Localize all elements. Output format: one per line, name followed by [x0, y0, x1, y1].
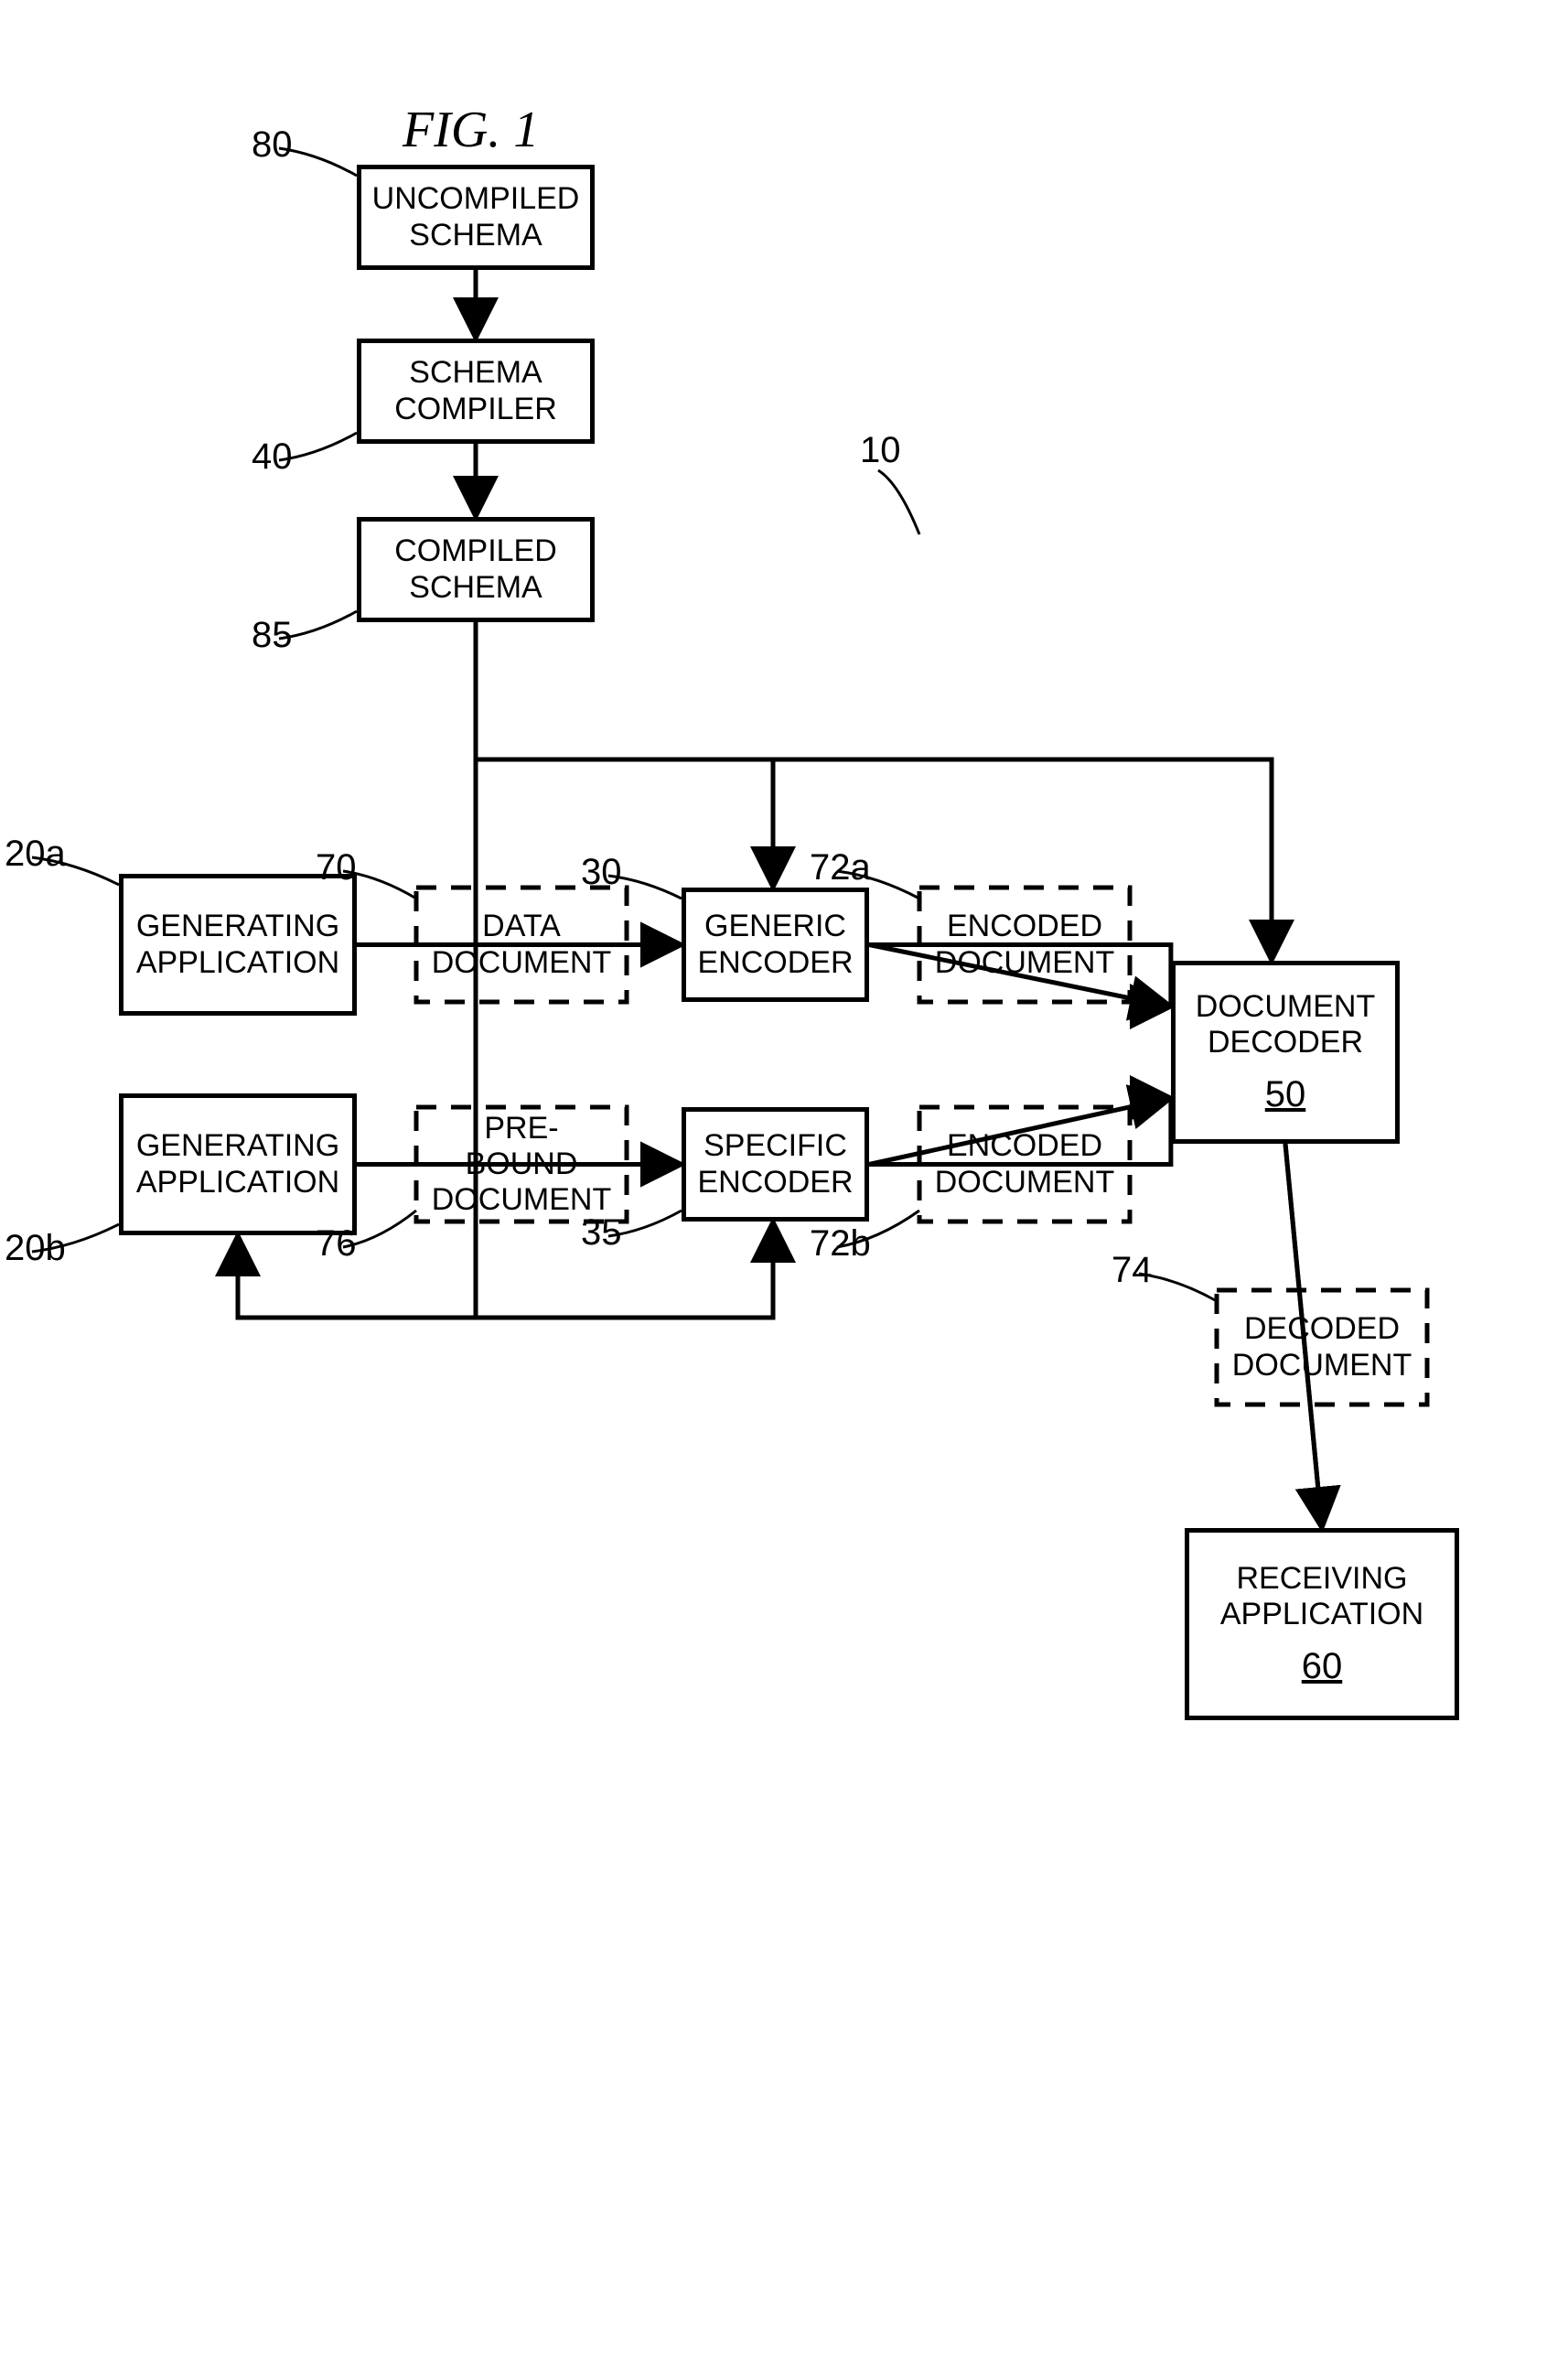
- ref-label: 35: [581, 1212, 622, 1254]
- box-encoded-a: ENCODEDDOCUMENT: [919, 888, 1130, 1002]
- box-text: DOCUMENT: [1232, 1348, 1412, 1383]
- box-text: DOCUMENT: [432, 945, 611, 981]
- box-text: SCHEMA: [409, 218, 542, 253]
- box-text: DATA: [482, 909, 561, 944]
- box-compiled-schema: COMPILEDSCHEMA: [357, 517, 595, 622]
- ref-label: 80: [252, 124, 293, 166]
- ref-label: 72a: [810, 847, 871, 888]
- box-text: SCHEMA: [409, 355, 542, 391]
- box-text: GENERATING: [136, 1128, 339, 1164]
- box-text: PRE-BOUND: [428, 1111, 615, 1182]
- box-generic-enc: GENERICENCODER: [682, 888, 869, 1002]
- box-schema-compiler: SCHEMACOMPILER: [357, 339, 595, 444]
- box-data-doc: DATADOCUMENT: [416, 888, 627, 1002]
- box-uncompiled-schema: UNCOMPILEDSCHEMA: [357, 165, 595, 270]
- figure-canvas: FIG. 1 10 UNCOMPILEDSCHEMASCHEMACOMPILER…: [0, 0, 1568, 2379]
- figure-title: FIG. 1: [403, 101, 539, 159]
- box-encoded-b: ENCODEDDOCUMENT: [919, 1107, 1130, 1222]
- box-text: SCHEMA: [409, 570, 542, 606]
- box-text: DECODED: [1244, 1311, 1400, 1347]
- box-decoder: DOCUMENTDECODER 50: [1171, 961, 1400, 1144]
- box-decoded-doc: DECODEDDOCUMENT: [1217, 1290, 1427, 1405]
- box-gen-app-a: GENERATINGAPPLICATION: [119, 874, 357, 1016]
- ref-label: 30: [581, 852, 622, 893]
- ref-label: 76: [316, 1223, 357, 1265]
- box-text: DOCUMENT: [935, 1165, 1114, 1200]
- box-ref: 50: [1265, 1073, 1306, 1115]
- box-prebound-doc: PRE-BOUNDDOCUMENT: [416, 1107, 627, 1222]
- box-text: COMPILED: [394, 533, 557, 569]
- box-specific-enc: SPECIFICENCODER: [682, 1107, 869, 1222]
- box-text: ENCODER: [697, 945, 853, 981]
- box-text: COMPILER: [394, 392, 557, 427]
- box-receiving-app: RECEIVINGAPPLICATION 60: [1185, 1528, 1459, 1720]
- ref-label: 20b: [5, 1228, 66, 1269]
- box-text: ENCODED: [947, 909, 1102, 944]
- box-text: GENERATING: [136, 909, 339, 944]
- box-text: DOCUMENT: [1196, 989, 1375, 1025]
- box-gen-app-b: GENERATINGAPPLICATION: [119, 1093, 357, 1235]
- ref-label: 74: [1112, 1250, 1153, 1291]
- ref-label: 20a: [5, 834, 66, 875]
- ref-label: 85: [252, 615, 293, 656]
- box-text: ENCODER: [697, 1165, 853, 1200]
- box-text: ENCODED: [947, 1128, 1102, 1164]
- system-ref-label: 10: [860, 430, 901, 471]
- box-text: APPLICATION: [136, 1165, 339, 1200]
- box-text: RECEIVING: [1236, 1561, 1407, 1597]
- box-text: DOCUMENT: [935, 945, 1114, 981]
- box-text: APPLICATION: [1220, 1597, 1423, 1632]
- box-text: UNCOMPILED: [372, 181, 580, 217]
- box-ref: 60: [1302, 1645, 1343, 1687]
- ref-label: 72b: [810, 1223, 871, 1265]
- box-text: DECODER: [1208, 1025, 1363, 1060]
- ref-label: 70: [316, 847, 357, 888]
- box-text: SPECIFIC: [703, 1128, 847, 1164]
- box-text: GENERIC: [704, 909, 846, 944]
- ref-label: 40: [252, 436, 293, 478]
- box-text: APPLICATION: [136, 945, 339, 981]
